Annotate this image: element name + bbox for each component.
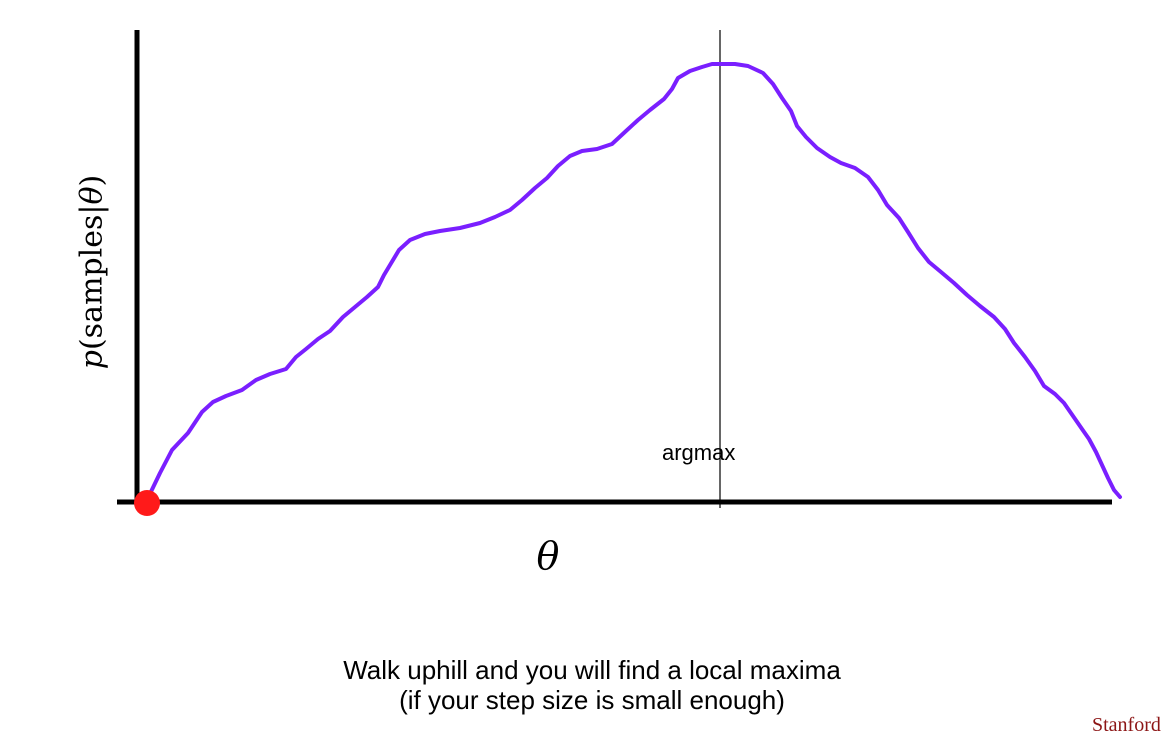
caption-line-1: Walk uphill and you will find a local ma… xyxy=(343,655,841,685)
y-axis-label-p: p xyxy=(74,350,110,370)
y-axis-label: p(samples|θ) xyxy=(75,175,110,370)
stanford-logo-text: Stanford xyxy=(1092,714,1161,736)
caption: Walk uphill and you will find a local ma… xyxy=(0,655,1171,715)
y-axis-label-theta: θ xyxy=(74,186,110,205)
x-axis-label: θ xyxy=(536,534,560,578)
start-point-marker xyxy=(134,490,160,516)
likelihood-curve xyxy=(145,62,1122,502)
y-axis-label-open: (samples| xyxy=(74,204,110,351)
caption-line-2: (if your step size is small enough) xyxy=(399,685,785,715)
y-axis-label-close: ) xyxy=(74,174,110,187)
argmax-label: argmax xyxy=(662,440,736,465)
